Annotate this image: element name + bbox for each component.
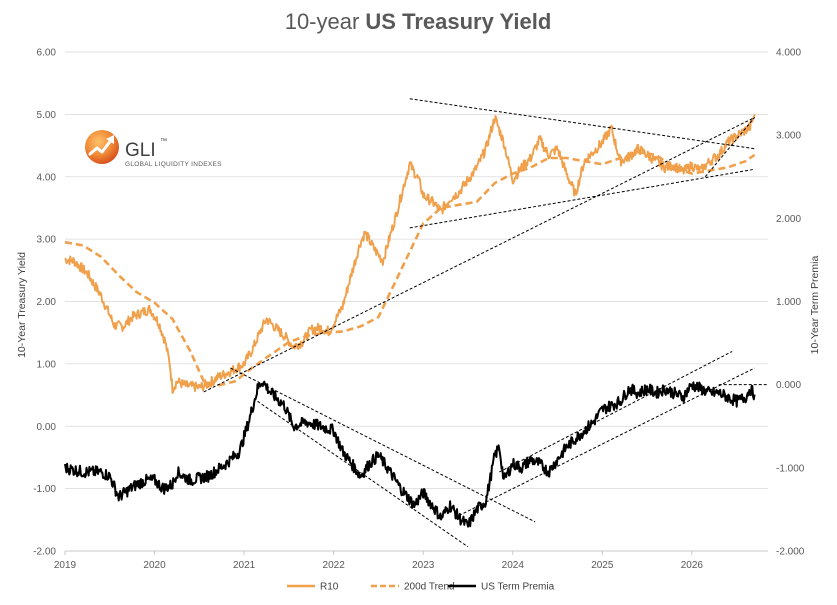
left-axis-ticks: -2.00 -1.00 0.00 1.00 2.00 3.00 4.00 5.00 6.00 <box>33 48 56 558</box>
legend: R10 200d Trend US Term Premia <box>287 582 555 593</box>
x-tick-label: 2022 <box>323 560 346 571</box>
x-axis-ticks: 2019 2020 2021 2022 2023 2024 2025 2026 <box>54 550 768 571</box>
left-tick-label: 3.00 <box>37 235 57 246</box>
left-tick-label: 0.00 <box>37 422 57 433</box>
gli-logo: GLI ™ GLOBAL LIQUIDITY INDEXES <box>85 130 222 168</box>
right-tick-label: 3.000 <box>776 131 801 142</box>
right-axis-ticks: -2.000 -1.000 0.000 1.000 2.000 3.000 4.000 <box>776 48 805 558</box>
trendline-1 <box>409 168 755 229</box>
trendline-6 <box>257 400 469 548</box>
series-line-2 <box>64 150 756 387</box>
x-tick-label: 2025 <box>591 560 614 571</box>
left-tick-label: -1.00 <box>33 484 56 495</box>
left-axis-title: 10-Year Treasury Yield <box>16 252 28 358</box>
left-tick-label: 5.00 <box>37 110 57 121</box>
trendline-4 <box>704 117 755 178</box>
right-tick-label: 1.000 <box>776 297 801 308</box>
x-tick-label: 2023 <box>412 560 435 571</box>
left-tick-label: 1.00 <box>37 359 57 370</box>
left-tick-label: -2.00 <box>33 547 56 558</box>
gridlines <box>65 51 768 552</box>
trendline-8 <box>499 350 733 473</box>
x-tick-label: 2021 <box>233 560 256 571</box>
legend-label: US Term Premia <box>481 582 555 593</box>
legend-label: R10 <box>320 582 339 593</box>
right-tick-label: -2.000 <box>776 547 805 558</box>
gli-logo-tm: ™ <box>160 138 167 145</box>
right-tick-label: 4.000 <box>776 48 801 59</box>
chart-title: 10-year US Treasury Yield <box>285 9 552 34</box>
x-tick-label: 2024 <box>502 560 525 571</box>
right-tick-label: -1.000 <box>776 463 805 474</box>
x-tick-label: 2020 <box>143 560 166 571</box>
series-lines <box>64 114 756 528</box>
legend-label: 200d Trend <box>404 582 455 593</box>
right-tick-label: 2.000 <box>776 214 801 225</box>
left-tick-label: 4.00 <box>37 172 57 183</box>
gli-logo-name: GLI <box>125 140 156 161</box>
left-tick-label: 2.00 <box>37 297 57 308</box>
gli-logo-arrowhead <box>106 135 114 144</box>
trendline-5 <box>230 367 536 523</box>
right-axis-title: 10-Year Term Premia <box>809 256 821 355</box>
right-tick-label: 0.000 <box>776 380 801 391</box>
gli-logo-arrow-icon <box>88 137 114 156</box>
x-tick-label: 2026 <box>681 560 704 571</box>
x-tick-label: 2019 <box>54 560 77 571</box>
trendline-7 <box>454 367 755 519</box>
left-tick-label: 6.00 <box>37 48 57 59</box>
series-line-1 <box>64 114 756 394</box>
gli-logo-subtitle: GLOBAL LIQUIDITY INDEXES <box>125 161 222 168</box>
trendline-2 <box>409 98 755 150</box>
series-line-3 <box>64 380 756 528</box>
trendline-3 <box>203 117 755 393</box>
trendlines <box>203 98 768 548</box>
